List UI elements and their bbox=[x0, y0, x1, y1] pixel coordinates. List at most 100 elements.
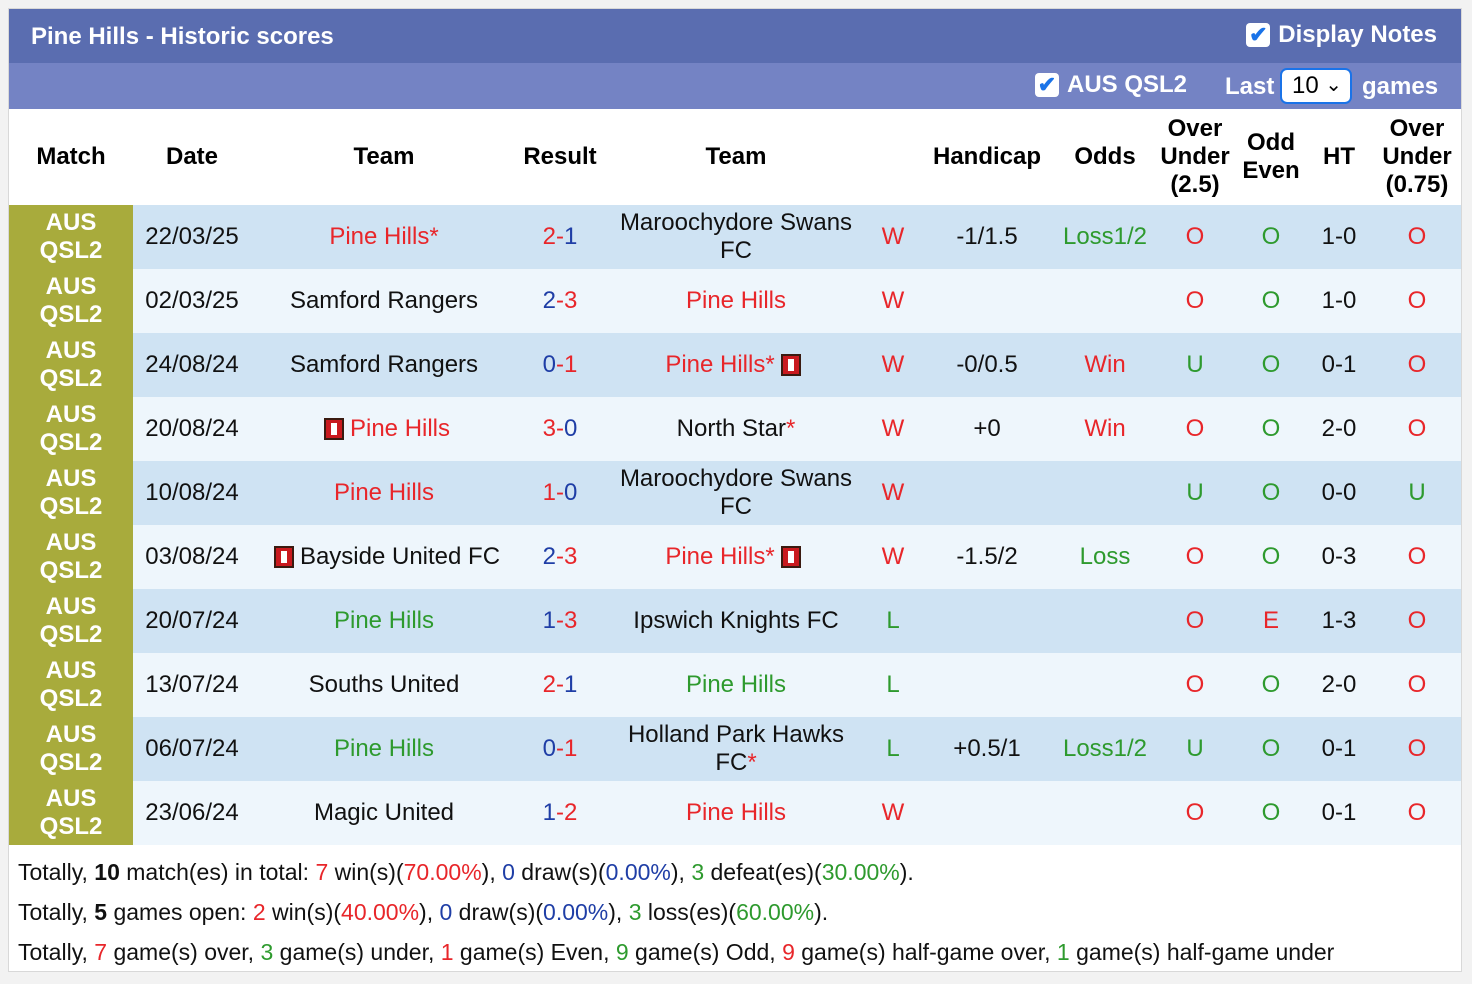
league-division: QSL2 bbox=[39, 301, 103, 328]
home-score: 1 bbox=[542, 479, 556, 506]
home-team-name[interactable]: Pine Hills bbox=[349, 415, 451, 442]
result-cell[interactable]: 2-1 bbox=[517, 653, 603, 717]
historic-scores-panel: Pine Hills - Historic scores ✔ Display N… bbox=[8, 8, 1462, 972]
match-date: 10/08/24 bbox=[145, 479, 239, 506]
away-team-cell[interactable]: Maroochydore Swans FC bbox=[603, 461, 869, 525]
away-team-cell[interactable]: Pine Hills * bbox=[603, 525, 869, 589]
win-loss: W bbox=[881, 543, 905, 570]
away-team-cell[interactable]: North Star * bbox=[603, 397, 869, 461]
away-team-name[interactable]: Pine Hills bbox=[665, 351, 766, 378]
score-separator: - bbox=[556, 735, 564, 762]
home-team-cell[interactable]: Pine Hills bbox=[251, 717, 517, 781]
away-team-cell[interactable]: Maroochydore Swans FC bbox=[603, 205, 869, 269]
summary-text: ). bbox=[899, 859, 914, 885]
away-team-name[interactable]: Pine Hills bbox=[685, 799, 787, 826]
away-team-cell[interactable]: Ipswich Knights FC bbox=[603, 589, 869, 653]
odds-result: Win bbox=[1084, 415, 1126, 442]
home-team-name[interactable]: Pine Hills bbox=[333, 735, 435, 762]
league-cell[interactable]: AUS QSL2 bbox=[9, 269, 133, 333]
red-card-icon bbox=[273, 546, 294, 568]
league-cell[interactable]: AUS QSL2 bbox=[9, 525, 133, 589]
games-count-select[interactable]: 10 ⌄ bbox=[1280, 68, 1352, 104]
over-under-result: O bbox=[1185, 799, 1205, 826]
table-row[interactable]: AUS QSL2 06/07/24 Pine Hills 0-1 Holland Park… bbox=[9, 717, 1461, 781]
result-cell[interactable]: 3-0 bbox=[517, 397, 603, 461]
summary-odd: 9 bbox=[615, 939, 629, 965]
league-cell[interactable]: AUS QSL2 bbox=[9, 461, 133, 525]
half-time-score: 1-0 bbox=[1321, 223, 1357, 250]
league-filter[interactable]: ✔ AUS QSL2 bbox=[1035, 71, 1187, 99]
league-cell[interactable]: AUS QSL2 bbox=[9, 333, 133, 397]
result-cell[interactable]: 1-2 bbox=[517, 781, 603, 845]
home-team-name[interactable]: Magic United bbox=[313, 799, 455, 826]
league-cell[interactable]: AUS QSL2 bbox=[9, 717, 133, 781]
home-team-cell[interactable]: Souths United bbox=[251, 653, 517, 717]
summary-text: defeat(es)( bbox=[704, 859, 822, 885]
away-team-cell[interactable]: Holland Park Hawks FC* bbox=[603, 717, 869, 781]
away-team-cell[interactable]: Pine Hills bbox=[603, 653, 869, 717]
result-cell[interactable]: 1-3 bbox=[517, 589, 603, 653]
odd-even-result: O bbox=[1261, 223, 1281, 250]
table-row[interactable]: AUS QSL2 23/06/24 Magic United 1-2 Pine Hills… bbox=[9, 781, 1461, 845]
league-cell[interactable]: AUS QSL2 bbox=[9, 781, 133, 845]
away-team-name[interactable]: Holland Park Hawks FC* bbox=[628, 721, 844, 777]
home-team-cell[interactable]: Pine Hills bbox=[251, 461, 517, 525]
away-score: 1 bbox=[564, 671, 578, 698]
league-code: AUS bbox=[45, 337, 97, 364]
display-notes-checkbox[interactable]: ✔ bbox=[1246, 23, 1271, 47]
home-team-cell[interactable]: Magic United bbox=[251, 781, 517, 845]
over-under-result: U bbox=[1186, 351, 1204, 378]
home-team-name[interactable]: Pine Hills bbox=[329, 223, 430, 250]
league-cell[interactable]: AUS QSL2 bbox=[9, 653, 133, 717]
home-score: 2 bbox=[542, 287, 556, 314]
table-row[interactable]: AUS QSL2 20/07/24 Pine Hills 1-3 Ipswich Knig… bbox=[9, 589, 1461, 653]
league-cell[interactable]: AUS QSL2 bbox=[9, 205, 133, 269]
red-card-icon bbox=[780, 354, 801, 376]
table-row[interactable]: AUS QSL2 24/08/24 Samford Rangers 0-1 Pine Hi… bbox=[9, 333, 1461, 397]
home-team-cell[interactable]: Pine Hills bbox=[251, 397, 517, 461]
away-team-name[interactable]: North Star bbox=[676, 415, 787, 442]
away-team-name[interactable]: Maroochydore Swans FC bbox=[620, 465, 852, 521]
home-team-name[interactable]: Samford Rangers bbox=[289, 351, 479, 378]
away-team-name[interactable]: Maroochydore Swans FC bbox=[620, 209, 852, 265]
away-team-name[interactable]: Pine Hills bbox=[685, 287, 787, 314]
away-team-name[interactable]: Pine Hills bbox=[685, 671, 787, 698]
summary-text: ), bbox=[608, 899, 629, 925]
away-team-name[interactable]: Pine Hills bbox=[665, 543, 766, 570]
away-team-line1: Maroochydore Swans bbox=[619, 209, 853, 236]
result-cell[interactable]: 1-0 bbox=[517, 461, 603, 525]
home-team-name[interactable]: Pine Hills bbox=[333, 479, 435, 506]
summary-text: game(s) half-game under bbox=[1069, 939, 1335, 965]
league-cell[interactable]: AUS QSL2 bbox=[9, 589, 133, 653]
away-team-cell[interactable]: Pine Hills bbox=[603, 269, 869, 333]
handicap-value bbox=[917, 589, 1057, 653]
result-cell[interactable]: 2-3 bbox=[517, 269, 603, 333]
table-row[interactable]: AUS QSL2 20/08/24 Pine Hills 3-0 North Star * W… bbox=[9, 397, 1461, 461]
result-cell[interactable]: 0-1 bbox=[517, 333, 603, 397]
home-team-cell[interactable]: Samford Rangers bbox=[251, 333, 517, 397]
result-cell[interactable]: 2-3 bbox=[517, 525, 603, 589]
away-team-name[interactable]: Ipswich Knights FC bbox=[633, 607, 839, 634]
league-cell[interactable]: AUS QSL2 bbox=[9, 397, 133, 461]
home-team-cell[interactable]: Bayside United FC bbox=[251, 525, 517, 589]
table-row[interactable]: AUS QSL2 03/08/24 Bayside United FC 2-3 Pine … bbox=[9, 525, 1461, 589]
result-cell[interactable]: 0-1 bbox=[517, 717, 603, 781]
away-team-cell[interactable]: Pine Hills * bbox=[603, 333, 869, 397]
home-team-cell[interactable]: Samford Rangers bbox=[251, 269, 517, 333]
table-row[interactable]: AUS QSL2 13/07/24 Souths United 2-1 Pine Hill… bbox=[9, 653, 1461, 717]
home-team-name[interactable]: Pine Hills bbox=[333, 607, 435, 634]
score-separator: - bbox=[556, 351, 564, 378]
result-cell[interactable]: 2-1 bbox=[517, 205, 603, 269]
table-row[interactable]: AUS QSL2 22/03/25 Pine Hills * 2-1 Maroochydor… bbox=[9, 205, 1461, 269]
league-code: AUS bbox=[45, 209, 97, 236]
table-row[interactable]: AUS QSL2 10/08/24 Pine Hills 1-0 Maroochydore… bbox=[9, 461, 1461, 525]
home-team-cell[interactable]: Pine Hills bbox=[251, 589, 517, 653]
home-team-cell[interactable]: Pine Hills * bbox=[251, 205, 517, 269]
home-team-name[interactable]: Samford Rangers bbox=[289, 287, 479, 314]
home-team-name[interactable]: Bayside United FC bbox=[299, 543, 501, 570]
league-filter-checkbox[interactable]: ✔ bbox=[1035, 73, 1059, 97]
display-notes-toggle[interactable]: ✔ Display Notes bbox=[1246, 21, 1437, 49]
table-row[interactable]: AUS QSL2 02/03/25 Samford Rangers 2-3 Pine Hi… bbox=[9, 269, 1461, 333]
away-team-cell[interactable]: Pine Hills bbox=[603, 781, 869, 845]
home-team-name[interactable]: Souths United bbox=[308, 671, 460, 698]
